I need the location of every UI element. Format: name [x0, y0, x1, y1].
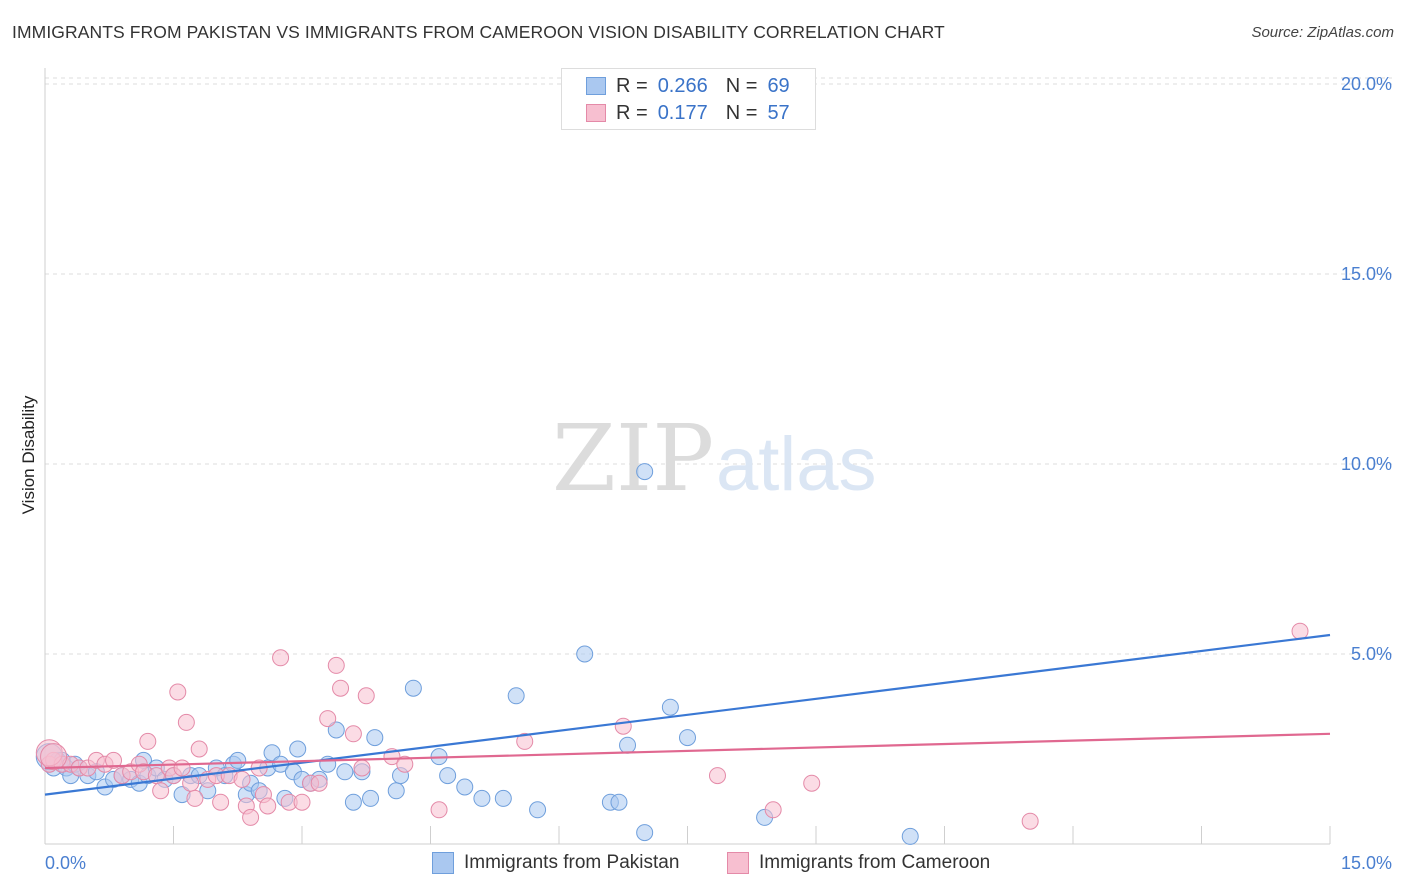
- legend-r-label: R =: [616, 101, 648, 124]
- legend-n-label: N =: [725, 74, 758, 97]
- point-pakistan: [366, 729, 384, 747]
- point-pakistan: [610, 793, 628, 811]
- series-legend-item-cameroon: Immigrants from Cameroon: [727, 852, 990, 874]
- chart-source: Source: ZipAtlas.com: [1251, 24, 1394, 41]
- point-cameroon: [177, 713, 195, 731]
- point-pakistan: [473, 789, 491, 807]
- point-cameroon: [1291, 622, 1309, 640]
- watermark-atlas: atlas: [716, 422, 877, 507]
- point-cameroon: [764, 801, 782, 819]
- point-pakistan: [679, 729, 696, 747]
- point-cameroon: [357, 687, 375, 705]
- point-cameroon: [803, 774, 821, 792]
- legend-r-value: 0.177: [657, 101, 708, 124]
- point-cameroon: [40, 743, 68, 771]
- point-pakistan: [263, 744, 281, 762]
- legend-swatch-cameroon: [586, 104, 606, 122]
- watermark-zip: ZIP: [552, 405, 714, 512]
- legend-swatch-pakistan: [586, 77, 606, 95]
- point-cameroon: [310, 774, 328, 792]
- point-pakistan: [387, 782, 405, 800]
- series-legend-item-pakistan: Immigrants from Pakistan: [432, 852, 679, 874]
- x-tick-labels: 0.0% 15.0%: [45, 853, 1392, 873]
- point-pakistan: [327, 721, 345, 739]
- point-pakistan: [507, 687, 525, 705]
- point-cameroon: [332, 679, 350, 697]
- trend-lines: [44, 633, 1331, 796]
- series-legend-label: Immigrants from Pakistan: [464, 852, 680, 873]
- point-pakistan: [636, 824, 654, 842]
- data-points: [35, 463, 1309, 845]
- grid-lines: [45, 77, 1392, 655]
- point-cameroon: [173, 759, 191, 777]
- point-cameroon: [186, 789, 204, 807]
- point-pakistan: [901, 827, 919, 845]
- series-swatch-cameroon: [727, 852, 749, 874]
- point-cameroon: [259, 797, 277, 815]
- point-pakistan: [636, 463, 654, 481]
- y-tick-labels: 5.0% 10.0% 15.0% 20.0%: [1341, 74, 1392, 664]
- trend-line-pakistan: [44, 633, 1331, 796]
- point-cameroon: [293, 793, 311, 811]
- series-legend: Immigrants from Pakistan Immigrants from…: [0, 852, 1406, 878]
- point-cameroon: [139, 732, 157, 750]
- watermark: ZIP atlas: [552, 405, 877, 512]
- legend-n-label: N =: [725, 101, 758, 124]
- point-cameroon: [233, 770, 251, 788]
- point-pakistan: [576, 645, 594, 663]
- point-pakistan: [404, 679, 422, 697]
- point-cameroon: [190, 740, 208, 758]
- y-tick-label: 5.0%: [1351, 644, 1392, 664]
- series-legend-label: Immigrants from Cameroon: [759, 852, 991, 873]
- point-pakistan: [456, 778, 474, 796]
- y-tick-label: 10.0%: [1341, 454, 1392, 474]
- y-tick-label: 15.0%: [1341, 264, 1392, 284]
- point-cameroon: [708, 767, 726, 785]
- y-axis-label: Vision Disability: [19, 395, 38, 514]
- point-cameroon: [212, 793, 230, 811]
- x-tick-label: 0.0%: [45, 853, 86, 873]
- legend-row-pakistan: R = 0.266 N = 69: [586, 74, 790, 98]
- trend-line-cameroon: [44, 732, 1331, 770]
- chart-title: IMMIGRANTS FROM PAKISTAN VS IMMIGRANTS F…: [12, 22, 945, 42]
- point-cameroon: [152, 782, 170, 800]
- legend-r-label: R =: [616, 74, 648, 97]
- point-cameroon: [1021, 812, 1039, 830]
- point-cameroon: [327, 656, 345, 674]
- point-cameroon: [242, 808, 260, 826]
- point-pakistan: [336, 763, 354, 781]
- point-cameroon: [169, 683, 187, 701]
- point-cameroon: [272, 649, 290, 667]
- point-cameroon: [105, 751, 123, 769]
- stats-legend: R = 0.266 N = 69 R = 0.177 N = 57: [561, 68, 816, 130]
- point-pakistan: [344, 793, 362, 811]
- point-pakistan: [494, 789, 512, 807]
- point-cameroon: [319, 710, 337, 728]
- point-pakistan: [362, 789, 380, 807]
- legend-r-value: 0.266: [657, 74, 708, 97]
- point-pakistan: [439, 767, 457, 785]
- point-pakistan: [661, 698, 679, 716]
- point-pakistan: [619, 736, 637, 754]
- point-cameroon: [614, 717, 632, 735]
- point-cameroon: [430, 801, 448, 819]
- legend-row-cameroon: R = 0.177 N = 57: [586, 101, 790, 125]
- point-pakistan: [229, 751, 247, 769]
- point-cameroon: [344, 725, 362, 743]
- point-cameroon: [396, 755, 414, 773]
- point-cameroon: [516, 732, 534, 750]
- point-pakistan: [289, 740, 307, 758]
- legend-n-value: 69: [767, 74, 790, 97]
- y-tick-label: 20.0%: [1341, 74, 1392, 94]
- point-pakistan: [529, 801, 547, 819]
- point-cameroon: [353, 759, 371, 777]
- series-swatch-pakistan: [432, 852, 454, 874]
- legend-n-value: 57: [767, 101, 790, 124]
- axes: [44, 68, 1331, 845]
- x-tick-label: 15.0%: [1341, 853, 1392, 873]
